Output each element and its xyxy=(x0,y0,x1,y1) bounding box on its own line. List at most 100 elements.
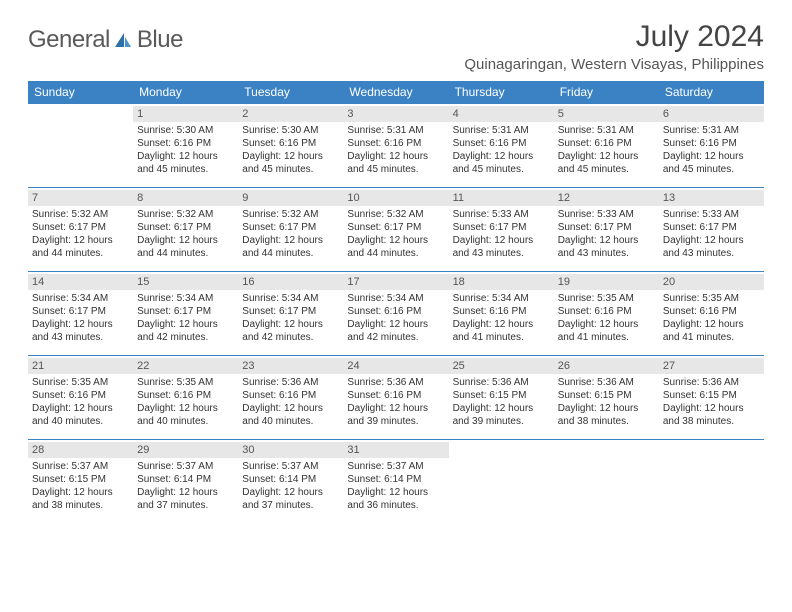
sunrise-text: Sunrise: 5:34 AM xyxy=(453,292,550,305)
week-row: 14Sunrise: 5:34 AMSunset: 6:17 PMDayligh… xyxy=(28,272,764,356)
day-number: 1 xyxy=(133,106,238,122)
day-cell: 25Sunrise: 5:36 AMSunset: 6:15 PMDayligh… xyxy=(449,356,554,440)
daylight-text: Daylight: 12 hours and 45 minutes. xyxy=(663,150,760,176)
day-cell: 5 Sunrise: 5:31 AMSunset: 6:16 PMDaylight… xyxy=(554,104,659,188)
day-cell: 26Sunrise: 5:36 AMSunset: 6:15 PMDayligh… xyxy=(554,356,659,440)
day-number: 30 xyxy=(238,442,343,458)
sunset-text: Sunset: 6:17 PM xyxy=(137,221,234,234)
logo: General Blue xyxy=(28,26,183,54)
daylight-text: Daylight: 12 hours and 42 minutes. xyxy=(242,318,339,344)
day-cell: 2Sunrise: 5:30 AMSunset: 6:16 PMDaylight… xyxy=(238,104,343,188)
sunrise-text: Sunrise: 5:35 AM xyxy=(663,292,760,305)
day-cell: 23Sunrise: 5:36 AMSunset: 6:16 PMDayligh… xyxy=(238,356,343,440)
sunrise-text: Sunrise: 5:36 AM xyxy=(663,376,760,389)
day-number: 8 xyxy=(133,190,238,206)
day-cell: 27 Sunrise: 5:36 AMSunset: 6:15 PMDayligh… xyxy=(659,356,764,440)
day-cell: 24Sunrise: 5:36 AMSunset: 6:16 PMDayligh… xyxy=(343,356,448,440)
sunrise-text: Sunrise: 5:30 AM xyxy=(242,124,339,137)
sunrise-text: Sunrise: 5:31 AM xyxy=(558,124,655,137)
sunrise-text: Sunrise: 5:33 AM xyxy=(558,208,655,221)
day-cell: 16Sunrise: 5:34 AMSunset: 6:17 PMDayligh… xyxy=(238,272,343,356)
sail-icon xyxy=(113,31,133,49)
sunset-text: Sunset: 6:16 PM xyxy=(663,305,760,318)
sunset-text: Sunset: 6:15 PM xyxy=(453,389,550,402)
day-number: 4 xyxy=(449,106,554,122)
sunset-text: Sunset: 6:16 PM xyxy=(137,137,234,150)
day-cell: 17Sunrise: 5:34 AMSunset: 6:16 PMDayligh… xyxy=(343,272,448,356)
daylight-text: Daylight: 12 hours and 38 minutes. xyxy=(32,486,129,512)
sunset-text: Sunset: 6:15 PM xyxy=(663,389,760,402)
day-cell xyxy=(28,104,133,188)
day-cell: 31Sunrise: 5:37 AMSunset: 6:14 PMDayligh… xyxy=(343,440,448,524)
sunset-text: Sunset: 6:16 PM xyxy=(347,137,444,150)
daylight-text: Daylight: 12 hours and 40 minutes. xyxy=(242,402,339,428)
daylight-text: Daylight: 12 hours and 43 minutes. xyxy=(453,234,550,260)
calendar-table: Sunday Monday Tuesday Wednesday Thursday… xyxy=(28,81,764,524)
sunset-text: Sunset: 6:16 PM xyxy=(558,137,655,150)
daylight-text: Daylight: 12 hours and 45 minutes. xyxy=(558,150,655,176)
day-number: 19 xyxy=(554,274,659,290)
sunrise-text: Sunrise: 5:36 AM xyxy=(453,376,550,389)
day-number: 16 xyxy=(238,274,343,290)
day-number: 13 xyxy=(659,190,764,206)
sunrise-text: Sunrise: 5:37 AM xyxy=(347,460,444,473)
day-cell xyxy=(554,440,659,524)
sunset-text: Sunset: 6:16 PM xyxy=(242,389,339,402)
daylight-text: Daylight: 12 hours and 43 minutes. xyxy=(32,318,129,344)
day-cell: 20Sunrise: 5:35 AMSunset: 6:16 PMDayligh… xyxy=(659,272,764,356)
day-cell: 15Sunrise: 5:34 AMSunset: 6:17 PMDayligh… xyxy=(133,272,238,356)
day-number: 29 xyxy=(133,442,238,458)
day-number: 17 xyxy=(343,274,448,290)
day-number: 24 xyxy=(343,358,448,374)
day-cell: 8Sunrise: 5:32 AMSunset: 6:17 PMDaylight… xyxy=(133,188,238,272)
daylight-text: Daylight: 12 hours and 42 minutes. xyxy=(137,318,234,344)
day-cell: 3Sunrise: 5:31 AMSunset: 6:16 PMDaylight… xyxy=(343,104,448,188)
sunrise-text: Sunrise: 5:33 AM xyxy=(453,208,550,221)
weekday-header: Sunday xyxy=(28,81,133,104)
daylight-text: Daylight: 12 hours and 45 minutes. xyxy=(453,150,550,176)
sunset-text: Sunset: 6:17 PM xyxy=(558,221,655,234)
day-number: 15 xyxy=(133,274,238,290)
sunrise-text: Sunrise: 5:31 AM xyxy=(347,124,444,137)
day-cell: 19Sunrise: 5:35 AMSunset: 6:16 PMDayligh… xyxy=(554,272,659,356)
logo-text-gray: General xyxy=(28,26,110,54)
day-number: 21 xyxy=(28,358,133,374)
sunrise-text: Sunrise: 5:32 AM xyxy=(32,208,129,221)
day-cell: 9Sunrise: 5:32 AMSunset: 6:17 PMDaylight… xyxy=(238,188,343,272)
weekday-header-row: Sunday Monday Tuesday Wednesday Thursday… xyxy=(28,81,764,104)
day-number: 18 xyxy=(449,274,554,290)
sunset-text: Sunset: 6:17 PM xyxy=(242,221,339,234)
daylight-text: Daylight: 12 hours and 39 minutes. xyxy=(453,402,550,428)
header: General Blue July 2024 Quinagaringan, We… xyxy=(28,20,764,73)
daylight-text: Daylight: 12 hours and 38 minutes. xyxy=(663,402,760,428)
day-number: 14 xyxy=(28,274,133,290)
sunrise-text: Sunrise: 5:35 AM xyxy=(32,376,129,389)
day-cell: 1Sunrise: 5:30 AMSunset: 6:16 PMDaylight… xyxy=(133,104,238,188)
day-number: 6 xyxy=(659,106,764,122)
day-cell: 11Sunrise: 5:33 AMSunset: 6:17 PMDayligh… xyxy=(449,188,554,272)
week-row: 28Sunrise: 5:37 AMSunset: 6:15 PMDayligh… xyxy=(28,440,764,524)
sunset-text: Sunset: 6:17 PM xyxy=(347,221,444,234)
sunrise-text: Sunrise: 5:34 AM xyxy=(242,292,339,305)
daylight-text: Daylight: 12 hours and 37 minutes. xyxy=(242,486,339,512)
day-number: 27 xyxy=(659,358,764,374)
title-block: July 2024 Quinagaringan, Western Visayas… xyxy=(464,20,764,73)
day-number: 9 xyxy=(238,190,343,206)
day-cell: 14Sunrise: 5:34 AMSunset: 6:17 PMDayligh… xyxy=(28,272,133,356)
daylight-text: Daylight: 12 hours and 43 minutes. xyxy=(558,234,655,260)
sunset-text: Sunset: 6:15 PM xyxy=(558,389,655,402)
day-cell xyxy=(659,440,764,524)
day-number: 26 xyxy=(554,358,659,374)
sunset-text: Sunset: 6:16 PM xyxy=(453,137,550,150)
sunset-text: Sunset: 6:16 PM xyxy=(137,389,234,402)
daylight-text: Daylight: 12 hours and 45 minutes. xyxy=(137,150,234,176)
sunrise-text: Sunrise: 5:31 AM xyxy=(663,124,760,137)
location-text: Quinagaringan, Western Visayas, Philippi… xyxy=(464,56,764,73)
sunrise-text: Sunrise: 5:32 AM xyxy=(347,208,444,221)
day-number: 5 xyxy=(554,106,659,122)
daylight-text: Daylight: 12 hours and 42 minutes. xyxy=(347,318,444,344)
day-cell: 22Sunrise: 5:35 AMSunset: 6:16 PMDayligh… xyxy=(133,356,238,440)
sunset-text: Sunset: 6:14 PM xyxy=(242,473,339,486)
sunrise-text: Sunrise: 5:34 AM xyxy=(32,292,129,305)
daylight-text: Daylight: 12 hours and 41 minutes. xyxy=(453,318,550,344)
